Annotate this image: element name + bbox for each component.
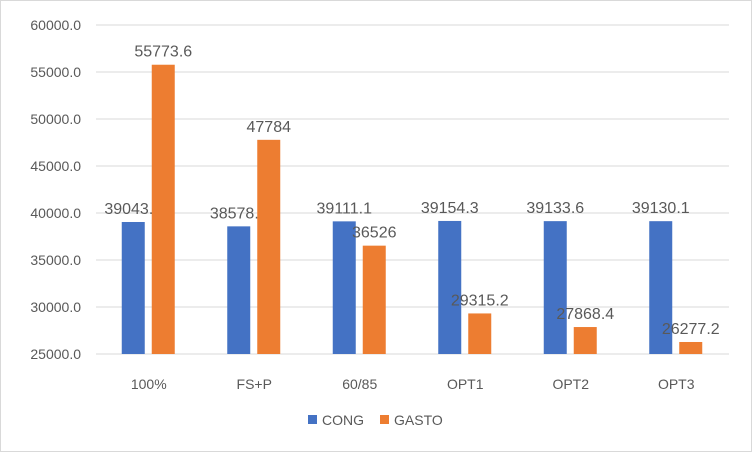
x-tick-label: 60/85 — [342, 376, 377, 392]
x-tick-label: OPT1 — [447, 376, 484, 392]
data-label: 39043.0 — [104, 201, 162, 218]
bar-cong — [227, 226, 251, 354]
data-label: 39133.6 — [526, 200, 584, 217]
y-tick-label: 55000.0 — [30, 64, 81, 80]
bar-gasto — [468, 313, 492, 354]
legend-label: GASTO — [394, 412, 443, 428]
y-tick-label: 50000.0 — [30, 111, 81, 127]
bar-gasto — [679, 341, 703, 354]
bar-gasto — [573, 327, 597, 354]
bar-gasto — [362, 245, 386, 354]
data-label: 29315.2 — [451, 292, 509, 309]
data-label: 47784 — [247, 119, 292, 136]
x-tick-label: OPT3 — [658, 376, 695, 392]
data-label: 36526 — [352, 225, 397, 242]
bar-cong — [438, 220, 462, 354]
y-tick-label: 60000.0 — [30, 17, 81, 33]
bar-cong — [121, 221, 145, 354]
y-tick-label: 40000.0 — [30, 205, 81, 221]
data-label: 39130.1 — [632, 200, 690, 217]
data-label: 26277.2 — [662, 321, 720, 338]
bar-cong — [332, 221, 356, 354]
bar-gasto — [257, 139, 281, 354]
bar-cong — [649, 221, 673, 354]
y-tick-label: 30000.0 — [30, 299, 81, 315]
bar-gasto — [151, 64, 175, 355]
y-tick-label: 25000.0 — [30, 346, 81, 362]
y-tick-label: 35000.0 — [30, 252, 81, 268]
data-label: 39154.3 — [421, 200, 479, 217]
data-label: 38578.9 — [210, 205, 268, 222]
x-tick-label: FS+P — [237, 376, 272, 392]
x-tick-label: OPT2 — [552, 376, 589, 392]
data-label: 55773.6 — [134, 44, 192, 61]
data-label: 27868.4 — [556, 306, 614, 323]
data-label: 39111.1 — [317, 200, 373, 217]
legend-label: CONG — [322, 412, 364, 428]
legend-swatch-gasto — [380, 415, 389, 424]
bar-cong — [543, 221, 567, 354]
legend-swatch-cong — [308, 415, 317, 424]
y-tick-label: 45000.0 — [30, 158, 81, 174]
x-tick-label: 100% — [131, 376, 167, 392]
